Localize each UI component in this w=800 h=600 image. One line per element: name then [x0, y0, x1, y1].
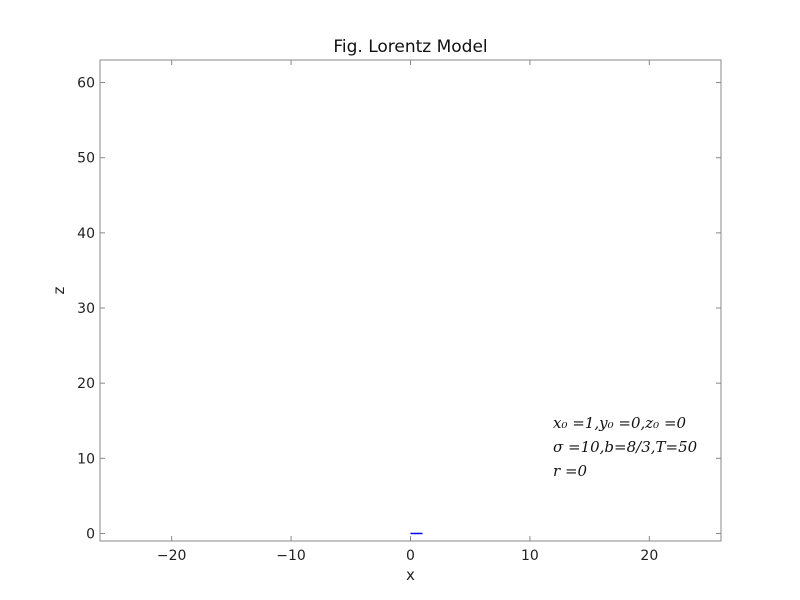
annotation-parameters: σ =10,b=8/3,T=50: [553, 438, 698, 456]
plot-frame: [99, 59, 722, 542]
x-tick-label: 10: [521, 548, 539, 564]
x-tick-label: 0: [406, 548, 415, 564]
y-tick-label: 0: [86, 526, 95, 542]
x-tick-label: −20: [157, 548, 187, 564]
y-tick-label: 40: [77, 226, 95, 242]
chart-title: Fig. Lorentz Model: [333, 37, 487, 57]
x-ticks: −20 −10 0 10 20: [157, 60, 658, 564]
x-axis-label: x: [406, 566, 415, 584]
y-tick-label: 20: [77, 376, 95, 392]
y-tick-label: 60: [77, 76, 95, 92]
y-ticks: 0 10 20 30 40 50 60: [77, 76, 721, 542]
x-tick-label: 20: [640, 548, 658, 564]
x-tick-label: −10: [276, 548, 306, 564]
annotation-initial-conditions: x₀ =1,y₀ =0,z₀ =0: [553, 414, 687, 432]
y-tick-label: 30: [77, 301, 95, 317]
y-tick-label: 10: [77, 451, 95, 467]
y-axis-label: z: [50, 286, 68, 294]
annotation-r-value: r =0: [553, 462, 588, 480]
y-tick-label: 50: [77, 151, 95, 167]
